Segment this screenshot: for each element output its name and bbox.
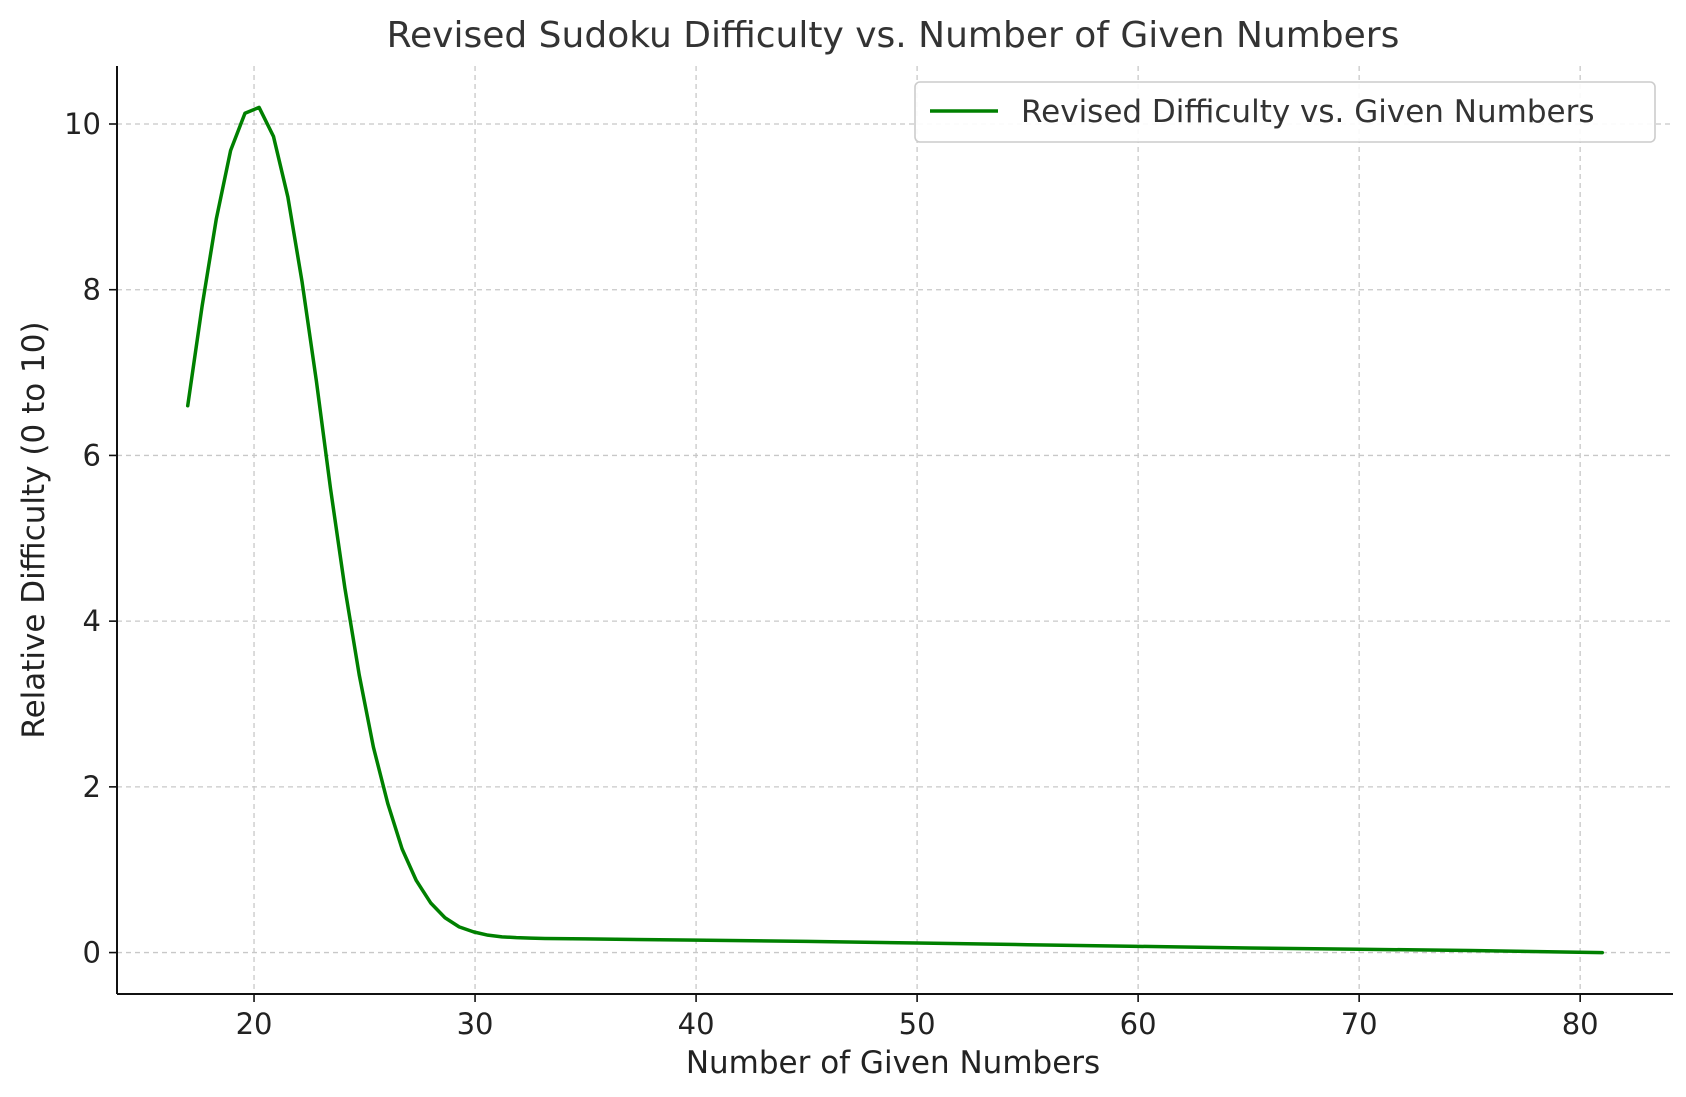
x-axis-label: Number of Given Numbers xyxy=(686,1045,1100,1081)
ticks: 20 30 40 50 60 70 80 0 2 4 6 8 10 xyxy=(64,107,1599,1041)
x-tick-label: 40 xyxy=(678,1007,715,1041)
y-tick-label: 4 xyxy=(83,604,101,638)
x-tick-label: 30 xyxy=(457,1007,494,1041)
series-layer xyxy=(185,105,1605,955)
y-tick-label: 8 xyxy=(83,273,101,307)
x-tick-label: 50 xyxy=(899,1007,936,1041)
y-tick-label: 10 xyxy=(64,107,101,141)
grid xyxy=(117,66,1673,994)
y-axis-label: Relative Difficulty (0 to 10) xyxy=(16,321,52,738)
chart-title: Revised Sudoku Difficulty vs. Number of … xyxy=(387,15,1400,56)
axes xyxy=(116,66,1673,995)
x-tick-label: 20 xyxy=(236,1007,273,1041)
x-tick-label: 80 xyxy=(1562,1007,1599,1041)
y-tick-label: 0 xyxy=(83,936,101,970)
x-tick-label: 70 xyxy=(1341,1007,1378,1041)
x-tick-label: 60 xyxy=(1120,1007,1157,1041)
y-tick-label: 2 xyxy=(83,770,101,804)
y-tick-label: 6 xyxy=(83,438,101,472)
legend-box xyxy=(914,81,1656,143)
legend-label: Revised Difficulty vs. Given Numbers xyxy=(1021,94,1595,130)
legend: Revised Difficulty vs. Given Numbers xyxy=(914,81,1656,143)
series-line xyxy=(185,105,1605,955)
